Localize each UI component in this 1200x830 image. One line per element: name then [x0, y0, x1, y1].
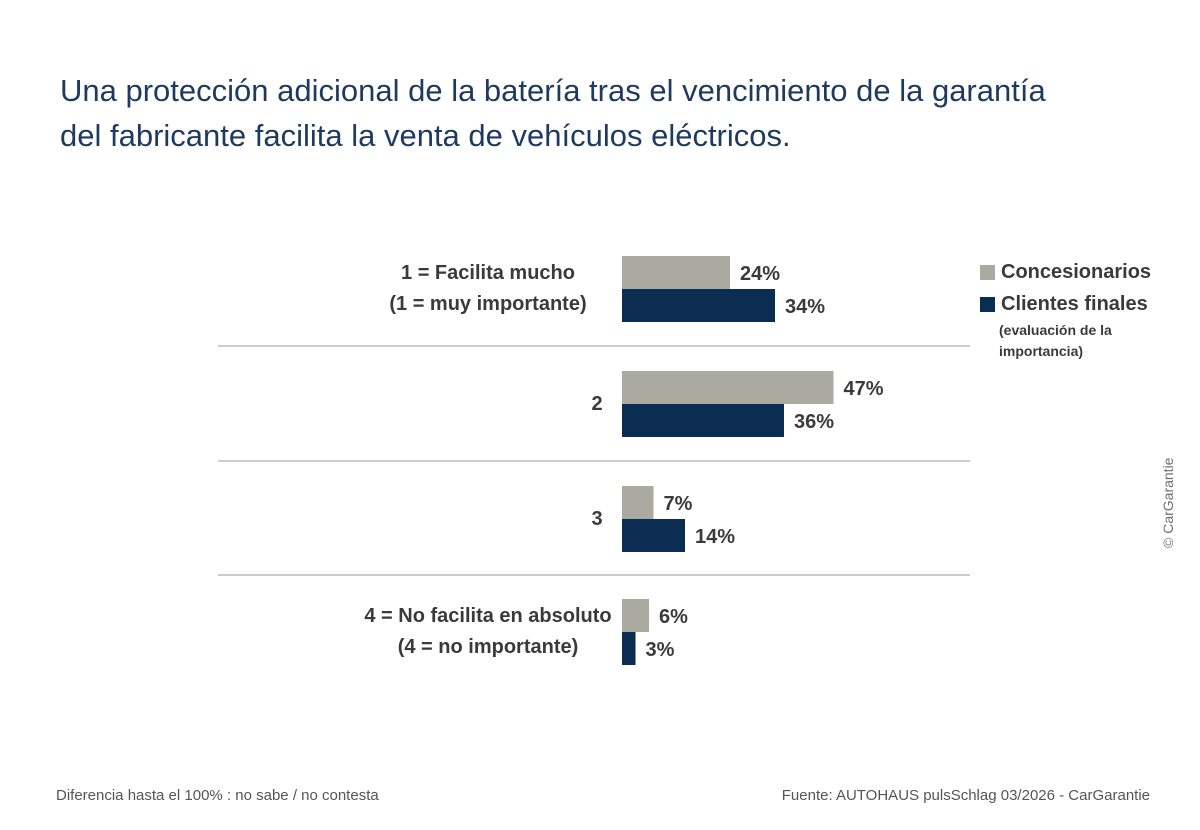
bar-concesionarios-2 [622, 371, 834, 404]
value-label-concesionarios-2: 47% [843, 378, 884, 400]
legend: Concesionarios Clientes finales (evaluac… [980, 256, 1151, 362]
chart-title-line-2: del fabricante facilita la venta de vehí… [60, 118, 791, 153]
copyright-text: © CarGarantie [1160, 457, 1176, 548]
legend-swatch-concesionarios [980, 264, 995, 280]
bar-concesionarios-3 [622, 486, 654, 519]
value-label-concesionarios-3: 7% [663, 493, 693, 515]
legend-item-concesionarios: Concesionarios [980, 256, 1151, 288]
category-label-3: 3 [591, 507, 603, 530]
value-label-clientes-3: 14% [695, 526, 736, 548]
legend-label-concesionarios: Concesionarios [1001, 260, 1152, 283]
bar-concesionarios-1 [622, 256, 730, 289]
value-label-clientes-2: 36% [794, 411, 835, 433]
legend-label-clientes: Clientes finales [1001, 292, 1148, 315]
value-label-concesionarios-4: 6% [659, 606, 688, 628]
bar-clientes-3 [622, 519, 685, 552]
category-label-1: 1 = Facilita mucho (1 = muy importante) [389, 262, 587, 315]
bar-clientes-2 [622, 404, 784, 437]
bar-concesionarios-4 [622, 599, 649, 632]
value-label-clientes-1: 34% [785, 296, 826, 318]
bar-clientes-4 [622, 632, 636, 665]
chart-title-line-1: Una protección adicional de la batería t… [60, 73, 1046, 108]
source-note: Fuente: AUTOHAUS pulsSchlag 03/2026 - Ca… [781, 787, 1150, 804]
value-label-clientes-4: 3% [645, 639, 675, 661]
chart-title: Una protección adicional de la batería t… [60, 68, 1160, 158]
legend-item-clientes: Clientes finales [980, 288, 1151, 320]
legend-note: (evaluación de la importancia) [999, 322, 1112, 359]
category-label-2: 2 [591, 392, 603, 415]
legend-swatch-clientes [980, 296, 995, 312]
bar-clientes-1 [622, 289, 775, 322]
footnote: Diferencia hasta el 100% : no sabe / no … [56, 787, 379, 804]
value-label-concesionarios-1: 24% [740, 263, 781, 285]
category-label-4: 4 = No facilita en absoluto (4 = no impor… [364, 605, 612, 658]
